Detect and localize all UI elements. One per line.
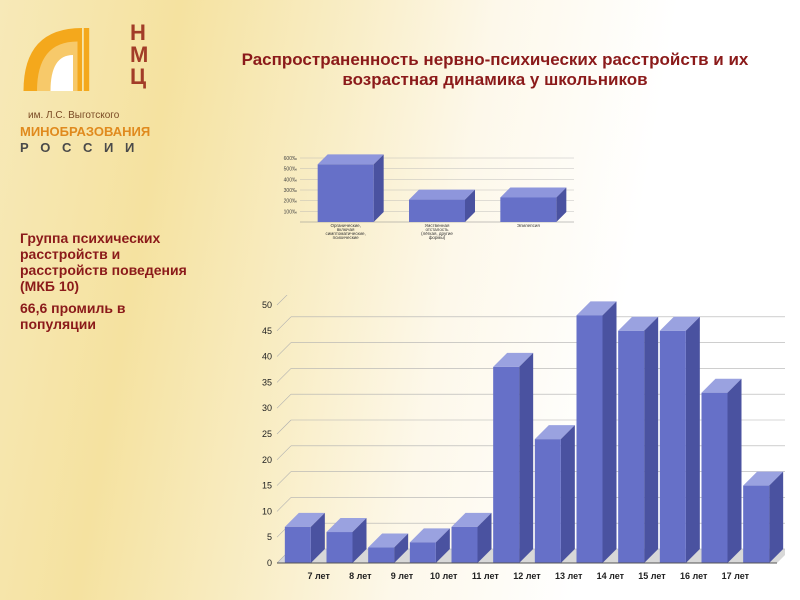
svg-text:15: 15	[262, 481, 272, 491]
svg-text:5: 5	[267, 532, 272, 542]
sidebar-description: Группа психических расстройств и расстро…	[20, 230, 190, 332]
svg-text:20: 20	[262, 455, 272, 465]
svg-text:формы): формы)	[429, 235, 446, 240]
logo-abbr-m: М	[130, 44, 148, 66]
chart-prevalence-groups: 100‰200‰300‰400‰500‰600‰ Органические,вк…	[270, 150, 580, 240]
svg-text:30: 30	[262, 403, 272, 413]
svg-text:100‰: 100‰	[284, 209, 297, 215]
svg-text:16 лет: 16 лет	[680, 571, 708, 581]
logo-abbr: Н М Ц	[130, 22, 148, 88]
page-title: Распространенность нервно-психических ра…	[220, 50, 770, 90]
svg-text:25: 25	[262, 429, 272, 439]
logo-block: Н М Ц им. Л.С. Выготского МИНОБРАЗОВАНИЯ…	[10, 10, 230, 100]
svg-text:400‰: 400‰	[284, 177, 297, 183]
svg-text:300‰: 300‰	[284, 188, 297, 194]
logo-abbr-n: Н	[130, 22, 148, 44]
svg-text:45: 45	[262, 326, 272, 336]
svg-text:13 лет: 13 лет	[555, 571, 583, 581]
svg-text:10: 10	[262, 506, 272, 516]
svg-text:11 лет: 11 лет	[472, 571, 500, 581]
svg-text:600‰: 600‰	[284, 156, 297, 162]
logo-abbr-c: Ц	[130, 66, 148, 88]
logo-ministry: МИНОБРАЗОВАНИЯ	[20, 124, 150, 139]
dar-logo-icon	[10, 10, 100, 100]
svg-text:14 лет: 14 лет	[597, 571, 625, 581]
svg-text:200‰: 200‰	[284, 199, 297, 205]
svg-text:психические: психические	[333, 235, 360, 240]
svg-text:500‰: 500‰	[284, 167, 297, 173]
svg-text:12 лет: 12 лет	[513, 571, 541, 581]
logo-subtitle: им. Л.С. Выготского	[28, 110, 119, 121]
svg-text:9 лет: 9 лет	[391, 571, 414, 581]
svg-text:Эпилепсия: Эпилепсия	[517, 223, 541, 228]
chart-age-dynamics: 0 5 10 15 20 25 30 35 40 45 50	[245, 295, 785, 587]
svg-text:0: 0	[267, 558, 272, 568]
svg-text:8 лет: 8 лет	[349, 571, 372, 581]
sidebar-p2: 66,6 промиль в популяции	[20, 300, 190, 332]
svg-text:35: 35	[262, 377, 272, 387]
sidebar-p1: Группа психических расстройств и расстро…	[20, 230, 190, 294]
slide: Н М Ц им. Л.С. Выготского МИНОБРАЗОВАНИЯ…	[0, 0, 800, 600]
svg-text:7 лет: 7 лет	[307, 571, 330, 581]
svg-text:40: 40	[262, 352, 272, 362]
logo-country: Р О С С И И	[20, 140, 138, 155]
svg-text:17 лет: 17 лет	[722, 571, 750, 581]
svg-text:50: 50	[262, 300, 272, 310]
svg-text:10 лет: 10 лет	[430, 571, 458, 581]
svg-text:15 лет: 15 лет	[638, 571, 666, 581]
